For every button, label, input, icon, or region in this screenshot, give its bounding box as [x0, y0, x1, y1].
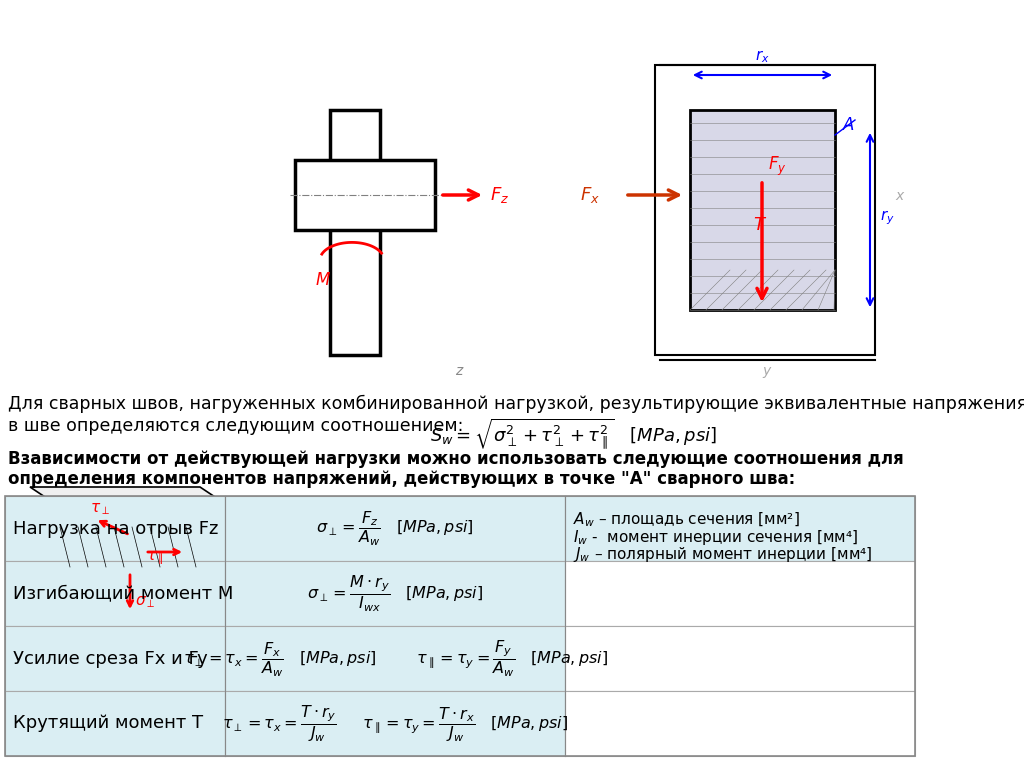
Bar	[225, 561, 565, 626]
Polygon shape	[200, 527, 260, 652]
Text: $F_z$: $F_z$	[490, 185, 509, 205]
Bar	[5, 496, 225, 561]
Text: Изгибающий момент М: Изгибающий момент М	[13, 584, 233, 603]
Bar	[5, 561, 225, 626]
Text: $S_w = \sqrt{\sigma_{\perp}^2 + \tau_{\perp}^2 + \tau_{\parallel}^2}$   $[MPa, p: $S_w = \sqrt{\sigma_{\perp}^2 + \tau_{\p…	[430, 417, 717, 452]
Bar	[655, 65, 874, 355]
Text: $z$: $z$	[455, 364, 465, 378]
Text: $A_w$ – площадь сечения [мм²]: $A_w$ – площадь сечения [мм²]	[573, 511, 800, 529]
Bar	[225, 496, 565, 561]
Text: $\sigma_{\perp} = \dfrac{F_z}{A_w}$   $[MPa, psi]$: $\sigma_{\perp} = \dfrac{F_z}{A_w}$ $[MP…	[316, 509, 474, 548]
Text: $\tau_{\perp} = \tau_x = \dfrac{T \cdot r_y}{J_w}$     $\tau_{\parallel} = \tau_: $\tau_{\perp} = \tau_x = \dfrac{T \cdot …	[222, 703, 568, 744]
Bar	[565, 496, 915, 561]
Polygon shape	[55, 527, 200, 567]
Bar	[225, 691, 565, 756]
Text: $r_y$: $r_y$	[880, 208, 895, 227]
Bar	[565, 626, 915, 691]
Text: $F_x$: $F_x$	[580, 185, 600, 205]
Bar	[5, 691, 225, 756]
Bar	[330, 110, 380, 355]
Text: определения компонентов напряжений, действующих в точке "А" сварного шва:: определения компонентов напряжений, дейс…	[8, 470, 796, 488]
Text: Крутящий момент Т: Крутящий момент Т	[13, 715, 203, 732]
Bar	[5, 626, 225, 691]
Text: $x$: $x$	[895, 189, 905, 203]
Bar	[565, 561, 915, 626]
Text: $\tau_{\parallel}$: $\tau_{\parallel}$	[146, 549, 164, 567]
Bar	[5, 496, 915, 756]
Text: Нагрузка на отрыв Fz: Нагрузка на отрыв Fz	[13, 519, 218, 538]
Text: $A$: $A$	[842, 116, 855, 134]
Text: $I_w$ -  момент инерции сечения [мм⁴]: $I_w$ - момент инерции сечения [мм⁴]	[573, 528, 858, 547]
Bar	[690, 110, 835, 310]
Text: $\sigma_\perp$: $\sigma_\perp$	[135, 594, 156, 610]
Text: Взависимости от действующей нагрузки можно использовать следующие соотношения дл: Взависимости от действующей нагрузки мож…	[8, 450, 904, 468]
Text: Для сварных швов, нагруженных комбинированной нагрузкой, результирующие эквивале: Для сварных швов, нагруженных комбиниров…	[8, 395, 1024, 413]
Text: $F_y$: $F_y$	[768, 155, 786, 178]
Text: $\tau_{\perp} = \tau_x = \dfrac{F_x}{A_w}$   $[MPa, psi]$        $\tau_{\paralle: $\tau_{\perp} = \tau_x = \dfrac{F_x}{A_w…	[182, 638, 607, 679]
Text: $y$: $y$	[762, 365, 773, 380]
Bar	[295, 160, 435, 230]
Text: $M$: $M$	[315, 271, 331, 289]
Text: $\sigma_{\perp} = \dfrac{M \cdot r_y}{I_{wx}}$   $[MPa, psi]$: $\sigma_{\perp} = \dfrac{M \cdot r_y}{I_…	[307, 573, 483, 614]
Text: Усилие среза Fx и Fy: Усилие среза Fx и Fy	[13, 650, 208, 667]
Polygon shape	[30, 487, 260, 527]
Text: $\tau_\perp$: $\tau_\perp$	[90, 501, 110, 517]
Bar	[565, 691, 915, 756]
Text: $J_w$ – полярный момент инерции [мм⁴]: $J_w$ – полярный момент инерции [мм⁴]	[573, 545, 872, 564]
Bar	[225, 626, 565, 691]
Text: в шве определяются следующим соотношением:: в шве определяются следующим соотношение…	[8, 417, 464, 435]
Text: $T$: $T$	[753, 216, 767, 234]
Polygon shape	[55, 567, 260, 612]
Text: $r_x$: $r_x$	[755, 48, 769, 64]
